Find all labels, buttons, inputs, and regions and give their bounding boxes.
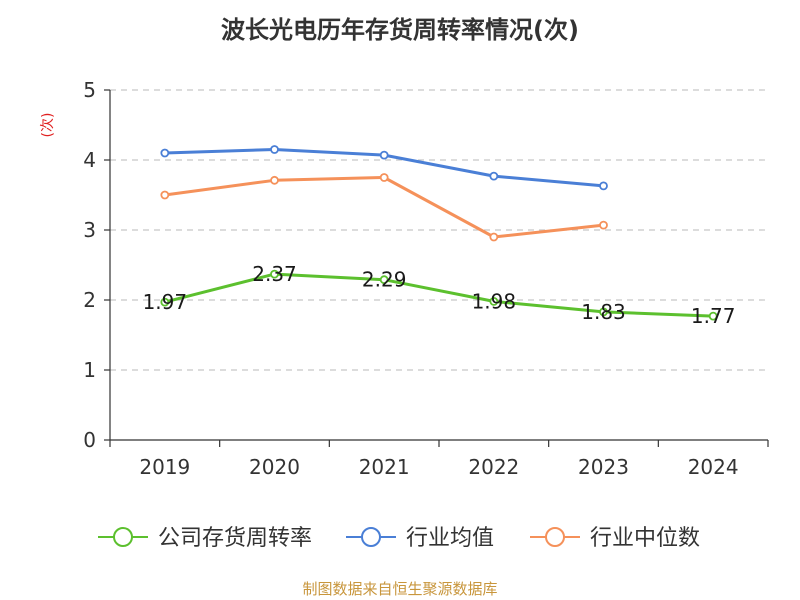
axes: 0 1 2 3 4 5 2019 2020 2021 2022 2023 2024 xyxy=(83,78,769,479)
data-point xyxy=(379,275,389,285)
y-tick-label: 0 xyxy=(83,428,96,452)
data-point xyxy=(160,148,170,158)
data-point xyxy=(708,311,718,321)
y-tick-label: 1 xyxy=(83,358,96,382)
legend: 公司存货周转率 行业均值 行业中位数 xyxy=(98,526,700,551)
x-tick-label: 2022 xyxy=(468,455,519,479)
data-point xyxy=(379,150,389,160)
legend-marker xyxy=(113,527,133,547)
x-tick-label: 2021 xyxy=(359,455,410,479)
data-point xyxy=(379,173,389,182)
data-point xyxy=(270,145,279,154)
x-tick-label: 2020 xyxy=(249,455,300,479)
y-tick-label: 4 xyxy=(83,148,96,172)
series-line xyxy=(164,272,714,318)
data-point xyxy=(599,307,608,317)
data-point xyxy=(270,269,279,279)
y-axis-label: (次) xyxy=(40,113,56,138)
y-tick-label: 2 xyxy=(83,288,96,312)
grid-lines xyxy=(110,89,768,371)
legend-marker xyxy=(361,527,381,547)
y-tick-label: 5 xyxy=(83,78,96,102)
legend-marker xyxy=(545,527,565,547)
data-point xyxy=(599,181,608,191)
data-label: 1.97 xyxy=(143,290,188,314)
data-label: 2.29 xyxy=(362,268,407,292)
data-labels: 1.97 2.37 2.29 1.98 1.83 1.77 xyxy=(143,262,736,328)
x-tick-label: 2019 xyxy=(139,455,190,479)
legend-label: 行业中位数 xyxy=(590,526,700,551)
x-tick-label: 2023 xyxy=(578,455,629,479)
legend-label: 行业均值 xyxy=(406,526,494,551)
y-tick-label: 3 xyxy=(83,218,96,242)
data-point xyxy=(489,296,499,306)
data-label: 1.77 xyxy=(691,304,736,328)
legend-label: 公司存货周转率 xyxy=(158,526,312,551)
data-point xyxy=(489,232,499,242)
data-point xyxy=(160,190,170,200)
data-label: 2.37 xyxy=(252,262,297,286)
chart-title: 波长光电历年存货周转率情况(次) xyxy=(221,16,579,44)
source-note: 制图数据来自恒生聚源数据库 xyxy=(302,580,498,598)
data-point xyxy=(270,175,279,185)
series-line xyxy=(164,176,604,239)
data-point xyxy=(160,297,170,307)
series-lines xyxy=(160,145,718,321)
data-label: 1.98 xyxy=(472,289,517,313)
data-point xyxy=(489,171,499,181)
data-point xyxy=(599,220,608,230)
data-label: 1.83 xyxy=(581,300,626,324)
x-tick-label: 2024 xyxy=(688,455,739,479)
